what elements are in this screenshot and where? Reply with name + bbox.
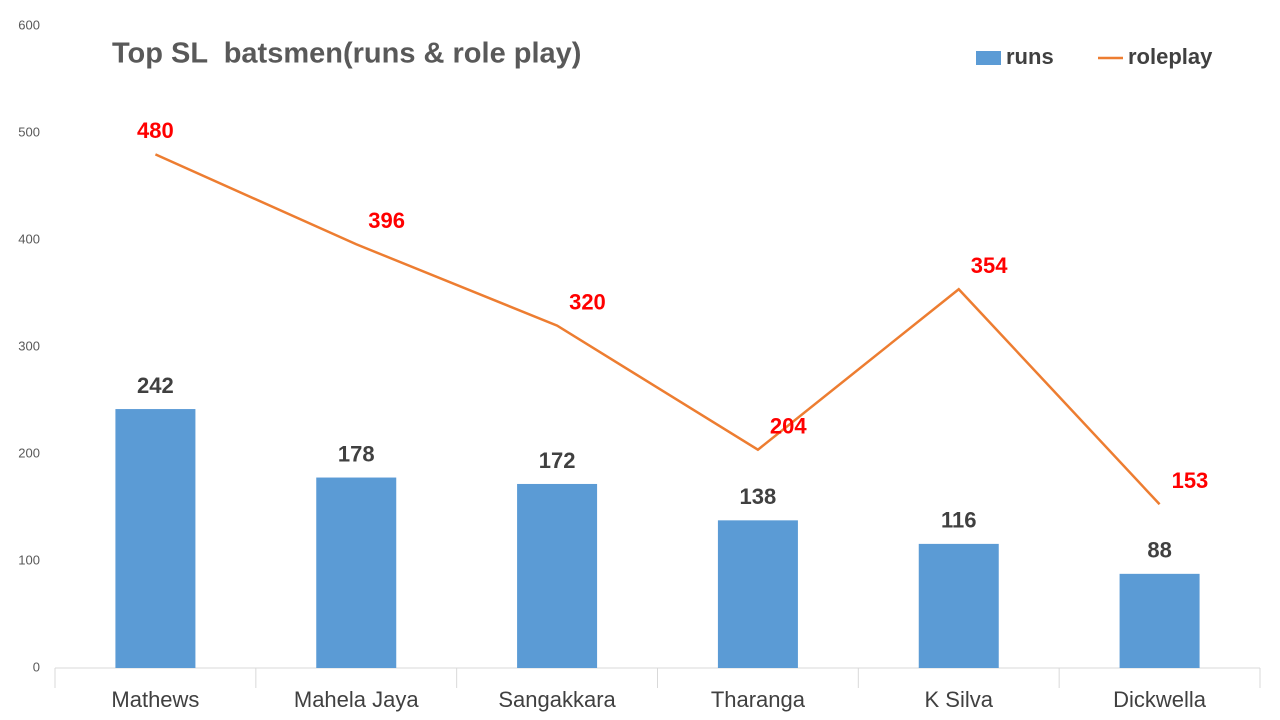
bar-value-label: 242	[137, 373, 174, 398]
legend-label: roleplay	[1128, 44, 1213, 69]
bar	[517, 483, 598, 668]
y-tick-label: 400	[18, 231, 40, 246]
bar-value-label: 88	[1147, 538, 1171, 563]
legend-label: runs	[1006, 44, 1054, 69]
bar-value-label: 116	[941, 508, 977, 533]
bar	[1119, 573, 1200, 668]
x-tick-label: Tharanga	[711, 687, 806, 712]
y-tick-label: 0	[33, 659, 40, 674]
legend-swatch	[976, 51, 1001, 65]
line-value-label: 396	[368, 208, 405, 233]
y-tick-label: 200	[18, 445, 40, 460]
x-tick-label: Mathews	[111, 687, 199, 712]
bar	[918, 543, 999, 668]
y-tick-label: 100	[18, 552, 40, 567]
chart-title: Top SL batsmen(runs & role play)	[112, 38, 581, 70]
line	[154, 153, 1161, 506]
bar	[115, 409, 196, 668]
bar-value-label: 172	[539, 448, 576, 473]
line-value-label: 320	[569, 289, 606, 314]
line-value-label: 153	[1172, 468, 1209, 493]
x-tick-label: Dickwella	[1113, 687, 1207, 712]
y-tick-label: 300	[18, 338, 40, 353]
y-tick-label: 500	[18, 124, 40, 139]
x-tick-label: Mahela Jaya	[294, 687, 420, 712]
line-value-label: 354	[971, 253, 1008, 278]
bar	[717, 520, 798, 668]
bar-value-label: 138	[740, 484, 777, 509]
bar	[316, 477, 397, 668]
bar-value-label: 178	[338, 441, 375, 466]
x-tick-label: Sangakkara	[498, 687, 616, 712]
line-value-label: 480	[137, 118, 174, 143]
y-tick-label: 600	[18, 17, 40, 32]
x-tick-label: K Silva	[925, 687, 994, 712]
line-value-label: 204	[770, 414, 807, 439]
